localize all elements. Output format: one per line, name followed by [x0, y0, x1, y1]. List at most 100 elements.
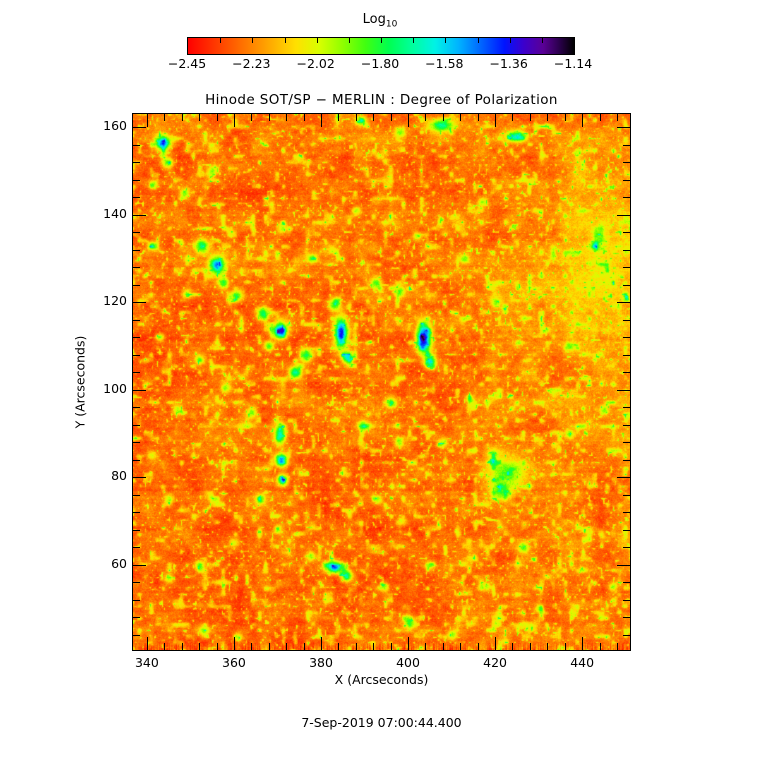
colorbar: [187, 37, 575, 55]
axis-tick: [133, 512, 140, 513]
axis-tick: [133, 372, 140, 373]
axis-tick: [133, 390, 146, 391]
axis-tick: [425, 114, 426, 121]
axis-tick: [338, 643, 339, 650]
axis-tick: [600, 643, 601, 650]
axis-tick: [133, 250, 140, 251]
axis-tick: [617, 215, 630, 216]
plot-title: Hinode SOT/SP − MERLIN : Degree of Polar…: [205, 92, 558, 108]
axis-tick: [133, 495, 140, 496]
axis-tick: [443, 114, 444, 121]
x-axis-label: X (Arcseconds): [334, 672, 429, 687]
axis-tick: [623, 372, 630, 373]
axis-tick: [269, 643, 270, 650]
axis-tick: [338, 114, 339, 121]
axis-tick: [199, 643, 200, 650]
axis-tick: [133, 180, 140, 181]
axis-tick: [478, 643, 479, 650]
axis-tick: [512, 643, 513, 650]
axis-tick: [617, 390, 630, 391]
axis-tick: [164, 114, 165, 121]
axis-tick: [495, 114, 496, 127]
axis-tick: [133, 162, 140, 163]
axis-tick: [199, 114, 200, 121]
axis-tick: [425, 643, 426, 650]
axis-tick: [133, 355, 140, 356]
axis-tick: [617, 643, 618, 650]
colorbar-title-sub: 10: [385, 19, 398, 30]
colorbar-tick: [348, 38, 350, 43]
axis-tick: [547, 114, 548, 121]
colorbar-tick: [477, 38, 479, 43]
y-tick-label: 60: [111, 555, 127, 571]
colorbar-tick-label: −2.45: [167, 56, 207, 71]
axis-tick: [443, 643, 444, 650]
axis-tick: [304, 643, 305, 650]
axis-tick: [623, 285, 630, 286]
colorbar-tick-label: −2.02: [296, 56, 335, 71]
axis-tick: [478, 114, 479, 121]
axis-tick: [582, 637, 583, 650]
axis-tick: [530, 114, 531, 121]
axis-tick: [495, 637, 496, 650]
axis-tick: [133, 547, 140, 548]
axis-tick: [623, 442, 630, 443]
axis-tick: [617, 302, 630, 303]
axis-tick: [133, 442, 140, 443]
axis-tick: [251, 643, 252, 650]
colorbar-tick-label: −1.80: [360, 56, 400, 71]
plot-area: [132, 113, 631, 651]
axis-tick: [164, 643, 165, 650]
x-tick-label: 440: [570, 655, 595, 670]
axis-tick: [408, 114, 409, 127]
x-tick-label: 420: [483, 655, 507, 670]
axis-tick: [133, 197, 140, 198]
axis-tick: [623, 425, 630, 426]
colorbar-tick-label: −2.23: [232, 56, 271, 71]
axis-tick: [133, 285, 140, 286]
colorbar-title: Log10: [187, 12, 573, 30]
y-tick-label: 140: [103, 205, 127, 221]
x-tick-label: 360: [222, 655, 246, 670]
colorbar-tick-label: −1.36: [489, 56, 528, 71]
axis-tick: [133, 582, 140, 583]
axis-tick: [623, 512, 630, 513]
axis-tick: [133, 215, 146, 216]
colorbar-tick-label: −1.14: [553, 56, 593, 71]
axis-tick: [373, 643, 374, 650]
axis-tick: [133, 530, 140, 531]
axis-tick: [217, 643, 218, 650]
axis-tick: [565, 643, 566, 650]
axis-tick: [391, 643, 392, 650]
axis-tick: [269, 114, 270, 121]
axis-tick: [286, 643, 287, 650]
axis-tick: [623, 267, 630, 268]
axis-tick: [512, 114, 513, 121]
axis-tick: [460, 114, 461, 121]
colorbar-tick: [284, 38, 286, 43]
y-tick-label: 160: [103, 118, 127, 134]
axis-tick: [182, 114, 183, 121]
axis-tick: [623, 145, 630, 146]
colorbar-title-main: Log: [362, 12, 386, 27]
axis-tick: [133, 232, 140, 233]
colorbar-tick: [381, 38, 382, 43]
axis-tick: [133, 127, 146, 128]
axis-tick: [623, 197, 630, 198]
x-tick-label: 340: [134, 655, 159, 670]
colorbar-tick: [413, 38, 415, 43]
axis-tick: [623, 582, 630, 583]
axis-tick: [133, 145, 140, 146]
axis-tick: [391, 114, 392, 121]
axis-tick: [600, 114, 601, 121]
colorbar-tick: [541, 38, 543, 43]
axis-tick: [623, 530, 630, 531]
axis-tick: [623, 250, 630, 251]
axis-tick: [286, 114, 287, 121]
axis-tick: [623, 180, 630, 181]
axis-tick: [623, 162, 630, 163]
axis-tick: [617, 114, 618, 121]
axis-tick: [623, 617, 630, 618]
axis-tick: [133, 267, 140, 268]
colorbar-tick: [509, 38, 511, 43]
